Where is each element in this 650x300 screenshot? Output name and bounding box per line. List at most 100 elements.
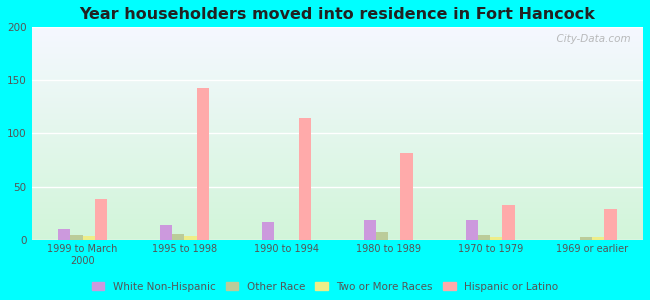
Bar — [32, 55, 643, 56]
Bar — [32, 194, 643, 195]
Bar — [32, 156, 643, 157]
Bar — [32, 160, 643, 161]
Bar — [32, 233, 643, 234]
Bar — [32, 201, 643, 202]
Bar — [32, 123, 643, 124]
Bar — [32, 73, 643, 74]
Bar — [32, 57, 643, 58]
Bar — [32, 82, 643, 83]
Bar — [32, 203, 643, 205]
Bar — [490, 238, 502, 240]
Bar — [32, 118, 643, 120]
Bar — [32, 234, 643, 235]
Bar — [32, 126, 643, 127]
Bar — [32, 52, 643, 53]
Bar — [32, 214, 643, 215]
Bar — [32, 130, 643, 131]
Bar — [32, 64, 643, 65]
Bar — [32, 238, 643, 240]
Bar — [32, 76, 643, 77]
Bar — [32, 180, 643, 181]
Bar — [32, 68, 643, 69]
Bar — [32, 34, 643, 35]
Bar — [32, 136, 643, 138]
Bar — [32, 97, 643, 98]
Bar — [32, 109, 643, 110]
Bar — [32, 238, 643, 239]
Bar — [32, 125, 643, 126]
Bar — [32, 232, 643, 233]
Bar — [32, 187, 643, 188]
Bar — [32, 102, 643, 103]
Bar — [32, 92, 643, 93]
Bar — [32, 129, 643, 130]
Bar — [70, 235, 83, 240]
Bar — [32, 93, 643, 94]
Bar — [32, 227, 643, 228]
Bar — [32, 213, 643, 214]
Bar — [32, 40, 643, 41]
Bar — [32, 184, 643, 185]
Bar — [32, 75, 643, 76]
Bar — [364, 220, 376, 240]
Bar — [32, 56, 643, 57]
Bar — [32, 205, 643, 206]
Bar — [32, 141, 643, 142]
Bar — [32, 41, 643, 42]
Bar — [32, 63, 643, 64]
Bar — [32, 42, 643, 43]
Bar — [32, 121, 643, 122]
Bar — [32, 46, 643, 47]
Bar — [32, 145, 643, 146]
Bar — [502, 205, 515, 240]
Bar — [32, 176, 643, 177]
Bar — [32, 152, 643, 154]
Bar — [32, 148, 643, 149]
Bar — [32, 61, 643, 62]
Bar — [32, 65, 643, 67]
Bar — [32, 198, 643, 199]
Bar — [32, 85, 643, 86]
Bar — [32, 183, 643, 184]
Bar — [32, 225, 643, 226]
Bar — [32, 134, 643, 136]
Bar — [32, 164, 643, 165]
Bar — [32, 217, 643, 218]
Bar — [32, 192, 643, 193]
Bar — [32, 193, 643, 194]
Bar — [32, 147, 643, 148]
Bar — [32, 105, 643, 106]
Bar — [32, 212, 643, 213]
Bar — [32, 27, 643, 28]
Bar — [32, 197, 643, 198]
Text: City-Data.com: City-Data.com — [550, 34, 631, 44]
Bar — [32, 169, 643, 171]
Bar — [32, 91, 643, 92]
Bar — [32, 36, 643, 37]
Bar — [32, 223, 643, 224]
Bar — [32, 70, 643, 71]
Bar — [32, 231, 643, 232]
Bar — [32, 28, 643, 29]
Bar — [32, 45, 643, 46]
Bar — [32, 229, 643, 230]
Bar — [32, 200, 643, 201]
Bar — [592, 238, 604, 240]
Bar — [262, 221, 274, 240]
Bar — [32, 77, 643, 78]
Bar — [32, 142, 643, 143]
Bar — [160, 225, 172, 240]
Bar — [32, 132, 643, 134]
Bar — [32, 216, 643, 217]
Bar — [32, 171, 643, 172]
Bar — [32, 78, 643, 79]
Bar — [32, 174, 643, 175]
Bar — [32, 220, 643, 221]
Bar — [32, 206, 643, 207]
Bar — [32, 182, 643, 183]
Bar — [32, 138, 643, 139]
Bar — [580, 238, 592, 240]
Bar — [32, 178, 643, 179]
Bar — [32, 50, 643, 51]
Bar — [32, 37, 643, 38]
